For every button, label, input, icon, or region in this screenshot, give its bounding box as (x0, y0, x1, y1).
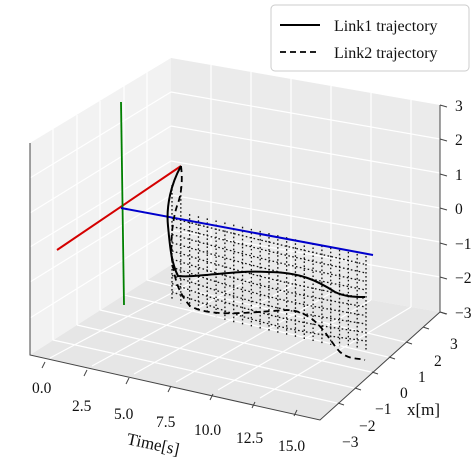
y-tick-label: −2 (359, 418, 376, 435)
grid (29, 65, 441, 404)
tick-mark (388, 356, 396, 360)
reference-axes (56, 101, 374, 306)
z-tick-label: −1 (455, 236, 472, 253)
x-tick-label: 5.0 (114, 406, 134, 423)
grid-line (76, 324, 355, 389)
series-group (166, 165, 366, 361)
grid-line (170, 91, 441, 140)
grid-line (170, 160, 441, 209)
tick-mark (41, 361, 46, 369)
mesh-line (171, 225, 367, 274)
y-tick-labels: −3 −2 −1 0 1 2 3 (342, 336, 458, 451)
y-tick-label: 2 (434, 353, 442, 370)
grid-line (29, 194, 172, 283)
legend-box (270, 4, 470, 72)
x-tick-label: 0.0 (32, 380, 52, 397)
grid-line (99, 309, 372, 373)
grid-line (170, 194, 441, 243)
z-tick-label: −2 (455, 270, 472, 287)
grid-line (175, 292, 332, 383)
grid-line (91, 278, 252, 367)
tick-mark (439, 207, 448, 211)
tick-mark (371, 371, 379, 375)
z-tick-label: −3 (455, 305, 472, 322)
z-tick-label: 2 (455, 132, 463, 149)
reference-x-axis (56, 165, 182, 251)
x-tick-label: 7.5 (156, 414, 176, 431)
x-axis-label: Time[s] (125, 429, 181, 459)
tick-mark (439, 276, 448, 280)
tick-mark (439, 104, 448, 108)
tick-mark (83, 369, 88, 377)
grid-line (29, 91, 172, 179)
tick-mark (422, 326, 430, 330)
grid-line (49, 271, 212, 359)
y-tick-label: 3 (450, 336, 458, 353)
y-tick-label: 0 (400, 385, 408, 402)
x-tick-label: 12.5 (236, 430, 263, 447)
mesh-line (171, 258, 367, 308)
y-tick-label: −3 (342, 434, 359, 451)
mesh-line (171, 291, 367, 342)
y-tick-label: 1 (418, 369, 426, 386)
grid-line (170, 125, 441, 174)
grid-line (123, 294, 389, 358)
link2-trajectory-line (170, 165, 366, 361)
grid-line (52, 339, 338, 404)
grid-line (29, 229, 172, 319)
tick-mark (439, 242, 448, 246)
z-tick-label: 0 (455, 201, 463, 218)
z-tick-labels: −3 −2 −1 0 1 2 3 (455, 98, 472, 322)
mesh-line (171, 217, 367, 266)
link-mesh (171, 185, 367, 350)
tick-mark (209, 393, 214, 401)
tick-mark (293, 409, 298, 417)
y-axis-label: x[m] (407, 400, 440, 419)
x-tick-labels: 0.0 2.5 5.0 7.5 10.0 12.5 15.0 (32, 380, 305, 455)
tick-mark (439, 311, 448, 315)
floor-pane (30, 265, 440, 420)
panes (30, 58, 440, 420)
tick-mark (439, 173, 448, 177)
mesh-line (171, 266, 367, 317)
legend: Link1 trajectory Link2 trajectory (270, 4, 470, 72)
tick-mark (251, 401, 256, 409)
tick-mark (354, 387, 362, 391)
grid-line (29, 125, 172, 214)
x-tick-label: 15.0 (278, 438, 305, 455)
grid-line (133, 285, 292, 375)
legend-label-link1: Link1 trajectory (334, 18, 438, 35)
box-edge (29, 143, 441, 421)
tick-mark (125, 377, 130, 385)
grid-line (259, 306, 412, 399)
z-tick-label: 1 (455, 167, 463, 184)
y-tick-label: −1 (375, 401, 392, 418)
x-tick-label: 10.0 (194, 422, 221, 439)
grid-line (29, 160, 172, 248)
tick-mark (405, 341, 413, 345)
x-tick-label: 2.5 (72, 398, 92, 415)
legend-label-link2: Link2 trajectory (334, 45, 438, 62)
tick-marks (41, 104, 448, 417)
z-tick-label: 3 (455, 98, 463, 115)
mesh-line (171, 233, 367, 283)
reference-z-axis (120, 101, 125, 306)
tick-mark (167, 385, 172, 393)
tick-mark (439, 138, 448, 142)
mesh-line (171, 250, 367, 300)
reference-y-axis (120, 207, 374, 256)
mesh-line (171, 242, 367, 291)
tick-mark (337, 402, 345, 406)
grid-line (217, 299, 372, 391)
link1-trajectory-line (166, 165, 366, 298)
